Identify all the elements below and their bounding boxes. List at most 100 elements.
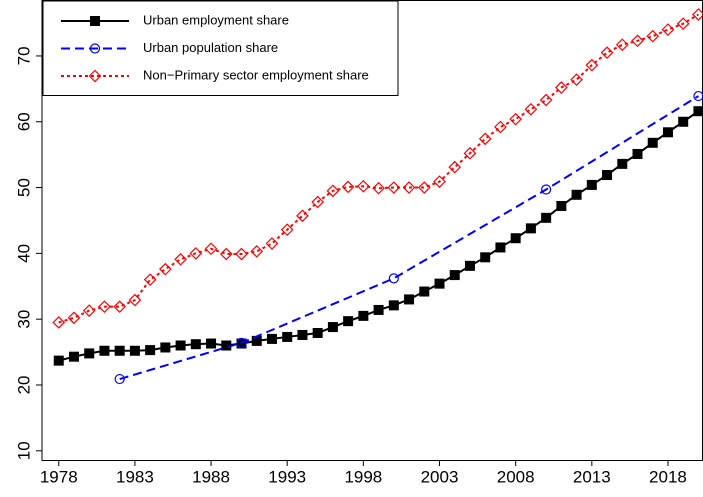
marker [327,322,338,333]
marker [509,112,523,126]
marker [388,300,399,311]
marker [114,373,125,385]
x-tick-label: 2018 [649,467,687,486]
legend-box [42,0,399,96]
x-tick-label: 1983 [116,467,154,486]
marker [206,338,217,349]
y-tick-label: 30 [14,310,33,329]
marker [266,333,277,344]
marker [343,316,354,327]
marker [494,120,507,134]
marker [52,316,66,329]
marker [251,335,262,346]
marker [82,304,96,317]
series-line [58,13,699,324]
marker [433,175,446,188]
y-tick-label: 70 [14,46,33,65]
marker [676,17,690,31]
marker [510,233,521,244]
marker [585,58,599,72]
marker [646,29,660,43]
marker [67,311,81,325]
x-tick-label: 2013 [573,467,611,486]
marker [556,200,567,211]
y-tick-label: 60 [14,112,33,131]
marker [341,180,355,194]
y-tick-label: 10 [14,441,33,460]
marker [282,331,293,342]
marker [541,212,552,223]
marker [128,293,142,307]
marker [693,106,703,117]
legend: Urban employment share Urban population s… [42,0,399,96]
marker [692,8,703,21]
marker [297,329,308,340]
marker [417,181,431,194]
marker [113,300,127,314]
marker [661,23,675,36]
marker [235,247,248,261]
marker [145,345,156,356]
x-tick-label: 2003 [421,467,459,486]
marker [600,46,614,59]
x-tick-label: 2008 [497,467,535,486]
marker [419,286,430,297]
x-tick-label: 1993 [268,467,306,486]
marker [90,16,100,26]
marker [265,237,279,250]
marker [174,252,187,266]
marker [89,43,101,54]
marker [662,127,673,138]
marker [88,69,102,83]
marker [615,38,629,52]
marker [571,189,582,200]
marker [495,242,506,253]
marker [525,223,536,234]
marker [539,93,553,107]
marker [84,348,95,359]
marker [236,337,247,348]
marker [311,195,325,209]
marker [159,262,172,276]
marker [373,304,384,315]
y-tick-label: 40 [14,244,33,263]
marker [98,300,111,314]
marker [190,339,201,350]
marker [464,260,475,271]
marker [68,351,79,362]
legend-label: Non−Primary sector employment share [143,67,369,82]
series-line [58,110,699,362]
legend-label: Urban population share [143,40,278,55]
series-line [119,95,699,381]
x-tick-label: 1978 [40,467,78,486]
marker [372,181,385,195]
marker [602,170,613,181]
marker [678,116,689,127]
marker [617,158,628,169]
marker [129,345,140,356]
marker [326,184,340,198]
marker [357,179,370,193]
marker [647,137,658,148]
y-tick-label: 20 [14,376,33,395]
marker [631,34,644,48]
marker [555,81,568,94]
x-tick-label: 1998 [344,467,382,486]
marker [570,73,583,86]
marker [296,209,309,223]
marker [160,342,171,353]
marker [434,278,445,289]
y-tick-label: 50 [14,178,33,197]
marker [53,355,64,366]
marker [478,132,492,146]
marker [204,242,218,256]
marker [358,310,369,321]
marker [189,247,203,260]
marker [219,247,233,261]
marker [402,181,416,194]
marker [463,146,477,160]
marker [586,179,597,190]
marker [388,273,399,284]
legend-label: Urban employment share [143,12,289,27]
